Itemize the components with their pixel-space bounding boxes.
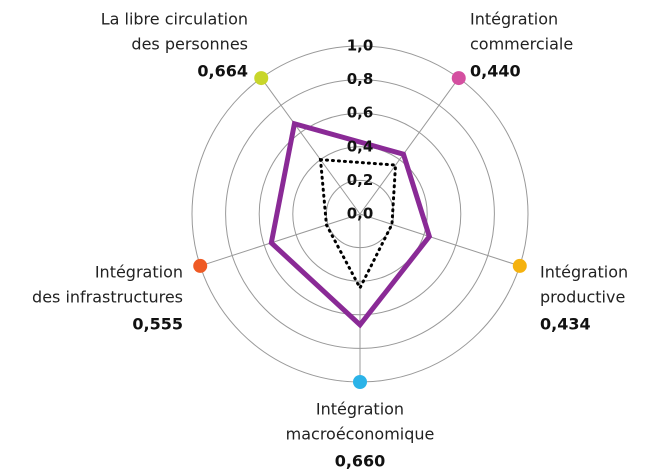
r-tick-label: 0,6 xyxy=(347,104,374,122)
category-label: La libre circulation xyxy=(101,10,248,29)
r-tick-label: 0,0 xyxy=(347,205,374,223)
axis-line xyxy=(359,77,460,215)
axis-line xyxy=(359,213,520,267)
axis-line xyxy=(260,77,361,215)
r-tick-label: 1,0 xyxy=(347,37,374,55)
r-tick-label: 0,2 xyxy=(347,171,374,189)
category-dot xyxy=(451,71,466,86)
series-line xyxy=(318,158,398,292)
value-label: 0,440 xyxy=(470,62,521,81)
category-label: commerciale xyxy=(470,35,573,54)
value-label: 0,434 xyxy=(540,315,591,334)
series-line xyxy=(268,120,433,329)
category-dot xyxy=(254,71,269,86)
category-dot xyxy=(512,258,527,273)
category-label: Intégration xyxy=(540,263,628,282)
r-tick-label: 0,4 xyxy=(347,137,374,155)
category-label: Intégration xyxy=(470,10,558,29)
category-dot xyxy=(353,375,367,389)
category-label: macroéconomique xyxy=(286,425,435,444)
category-label: Intégration xyxy=(95,263,183,282)
r-tick-label: 0,8 xyxy=(347,70,374,88)
category-label: Intégration xyxy=(316,400,404,419)
value-label: 0,660 xyxy=(335,452,386,471)
value-label: 0,555 xyxy=(132,315,183,334)
category-label: des infrastructures xyxy=(32,288,183,307)
value-label: 0,664 xyxy=(197,62,248,81)
category-dot xyxy=(193,258,208,273)
category-label: productive xyxy=(540,288,625,307)
category-label: des personnes xyxy=(131,35,248,54)
axis-line xyxy=(200,213,361,267)
